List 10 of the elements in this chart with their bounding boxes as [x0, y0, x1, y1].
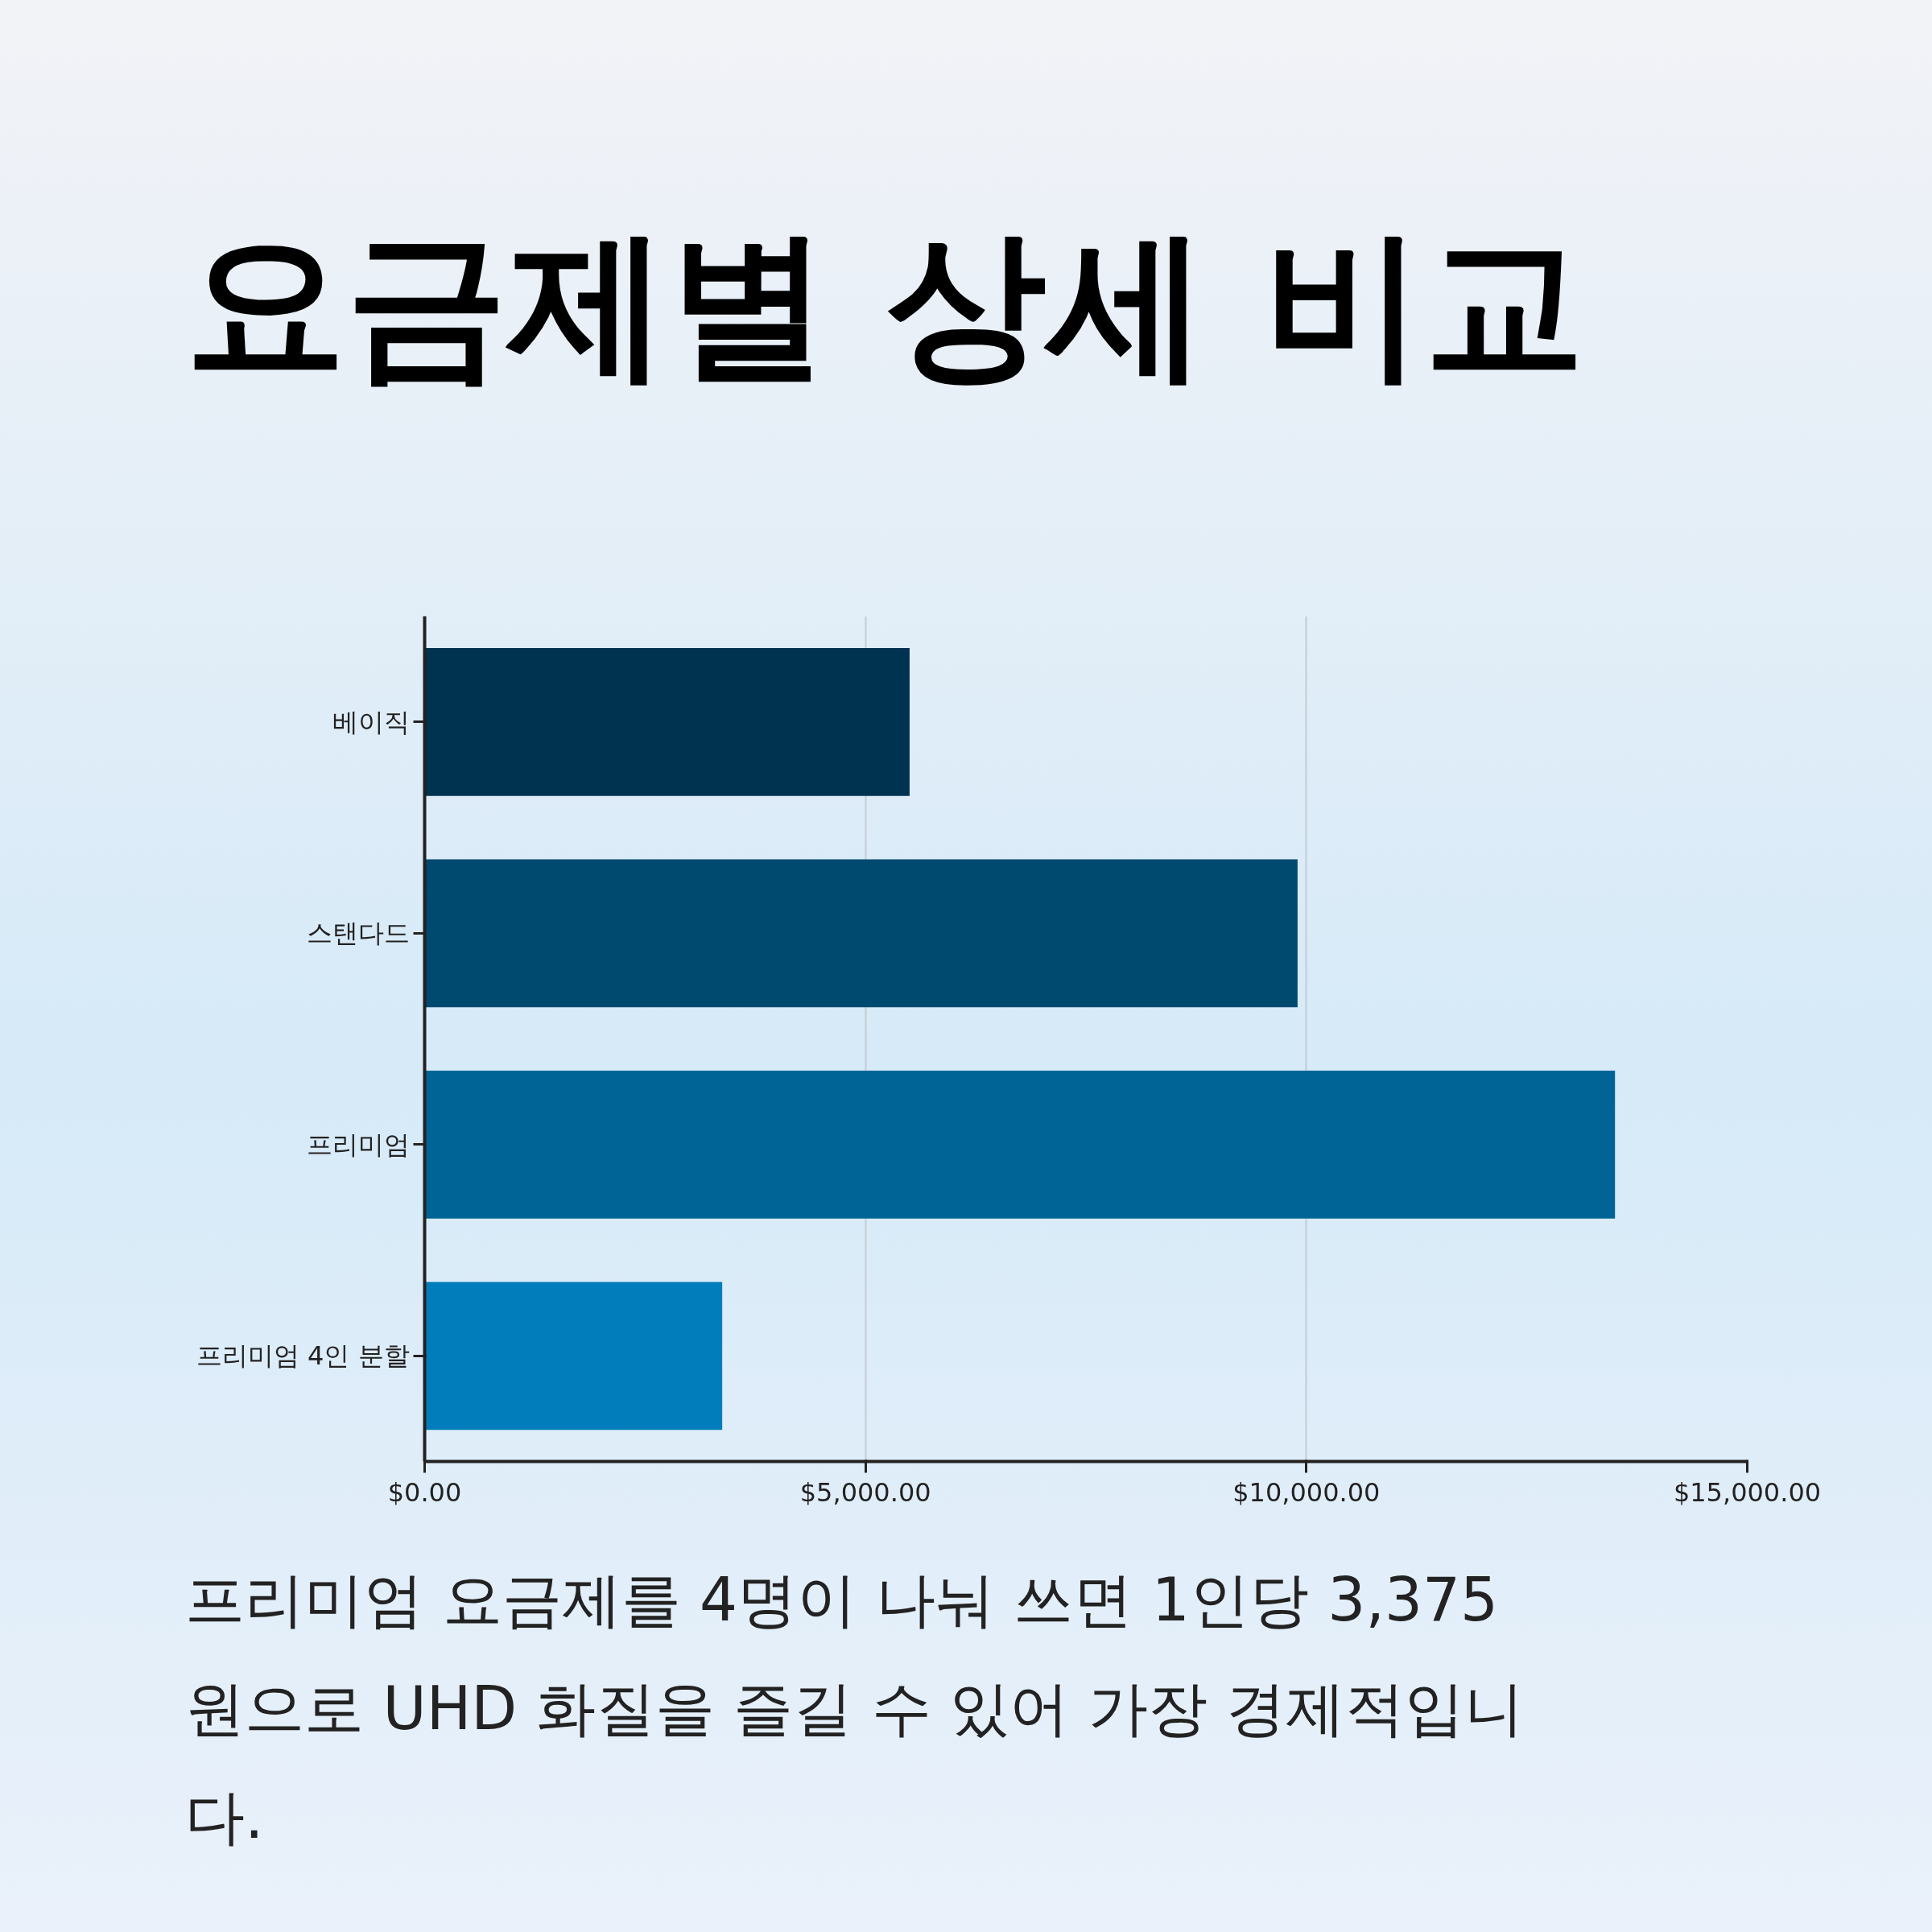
chart-title: 요금제별 상세 비교	[184, 209, 1586, 398]
x-tick-label: $10,000.00	[1232, 1476, 1381, 1508]
y-tick-label: 베이직	[332, 706, 410, 737]
y-tick-label: 프리미엄	[306, 1129, 410, 1160]
text: 프리미엄 요금제를 4명이 나눠 쓰면 1인당 3,375원으로 UHD 화질을 즐길 수 있어 가장 경제적입니다.	[185, 1564, 1525, 1853]
y-tick-label: 스탠다드	[306, 918, 410, 949]
x-tick-label: $15,000.00	[1673, 1476, 1822, 1508]
x-tick-label: $5,000.00	[799, 1476, 931, 1508]
y-tick-label: 프리미엄 4인 분할	[196, 1340, 410, 1372]
x-tick-label: $0.00	[387, 1476, 462, 1508]
